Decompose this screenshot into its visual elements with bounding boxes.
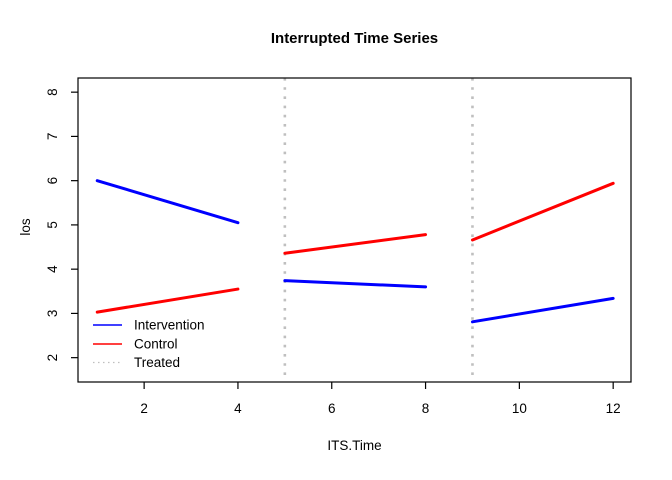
intervention-line-segment — [95, 179, 240, 225]
x-tick-label: 4 — [234, 401, 242, 416]
y-tick-label: 2 — [45, 354, 60, 362]
control-line-segment — [283, 233, 428, 255]
x-axis-label: ITS.Time — [327, 438, 381, 453]
x-tick-label: 8 — [422, 401, 430, 416]
intervention-line-segment — [283, 279, 428, 289]
control-line-segment — [95, 287, 240, 314]
x-tick-label: 10 — [512, 401, 527, 416]
y-tick-label: 6 — [45, 177, 60, 185]
y-tick-label: 4 — [45, 265, 60, 273]
x-tick-label: 6 — [328, 401, 336, 416]
x-tick-label: 12 — [606, 401, 621, 416]
legend-label-intervention: Intervention — [134, 318, 205, 333]
chart-title: Interrupted Time Series — [271, 30, 438, 47]
intervention-line-segment — [470, 296, 615, 324]
y-tick-label: 3 — [45, 310, 60, 318]
legend-label-control: Control — [134, 337, 178, 352]
control-line-segment — [470, 181, 615, 242]
x-tick-label: 2 — [140, 401, 148, 416]
y-axis-label: los — [18, 218, 33, 236]
plot-area: 2 4 6 8 10 12 2 3 4 5 6 7 8 — [45, 77, 632, 416]
y-tick-label: 5 — [45, 221, 60, 229]
legend-label-treated: Treated — [134, 355, 180, 370]
plot-border — [77, 77, 632, 383]
legend: Intervention Control Treated — [93, 318, 205, 370]
y-tick-label: 8 — [45, 88, 60, 96]
y-tick-label: 7 — [45, 133, 60, 141]
